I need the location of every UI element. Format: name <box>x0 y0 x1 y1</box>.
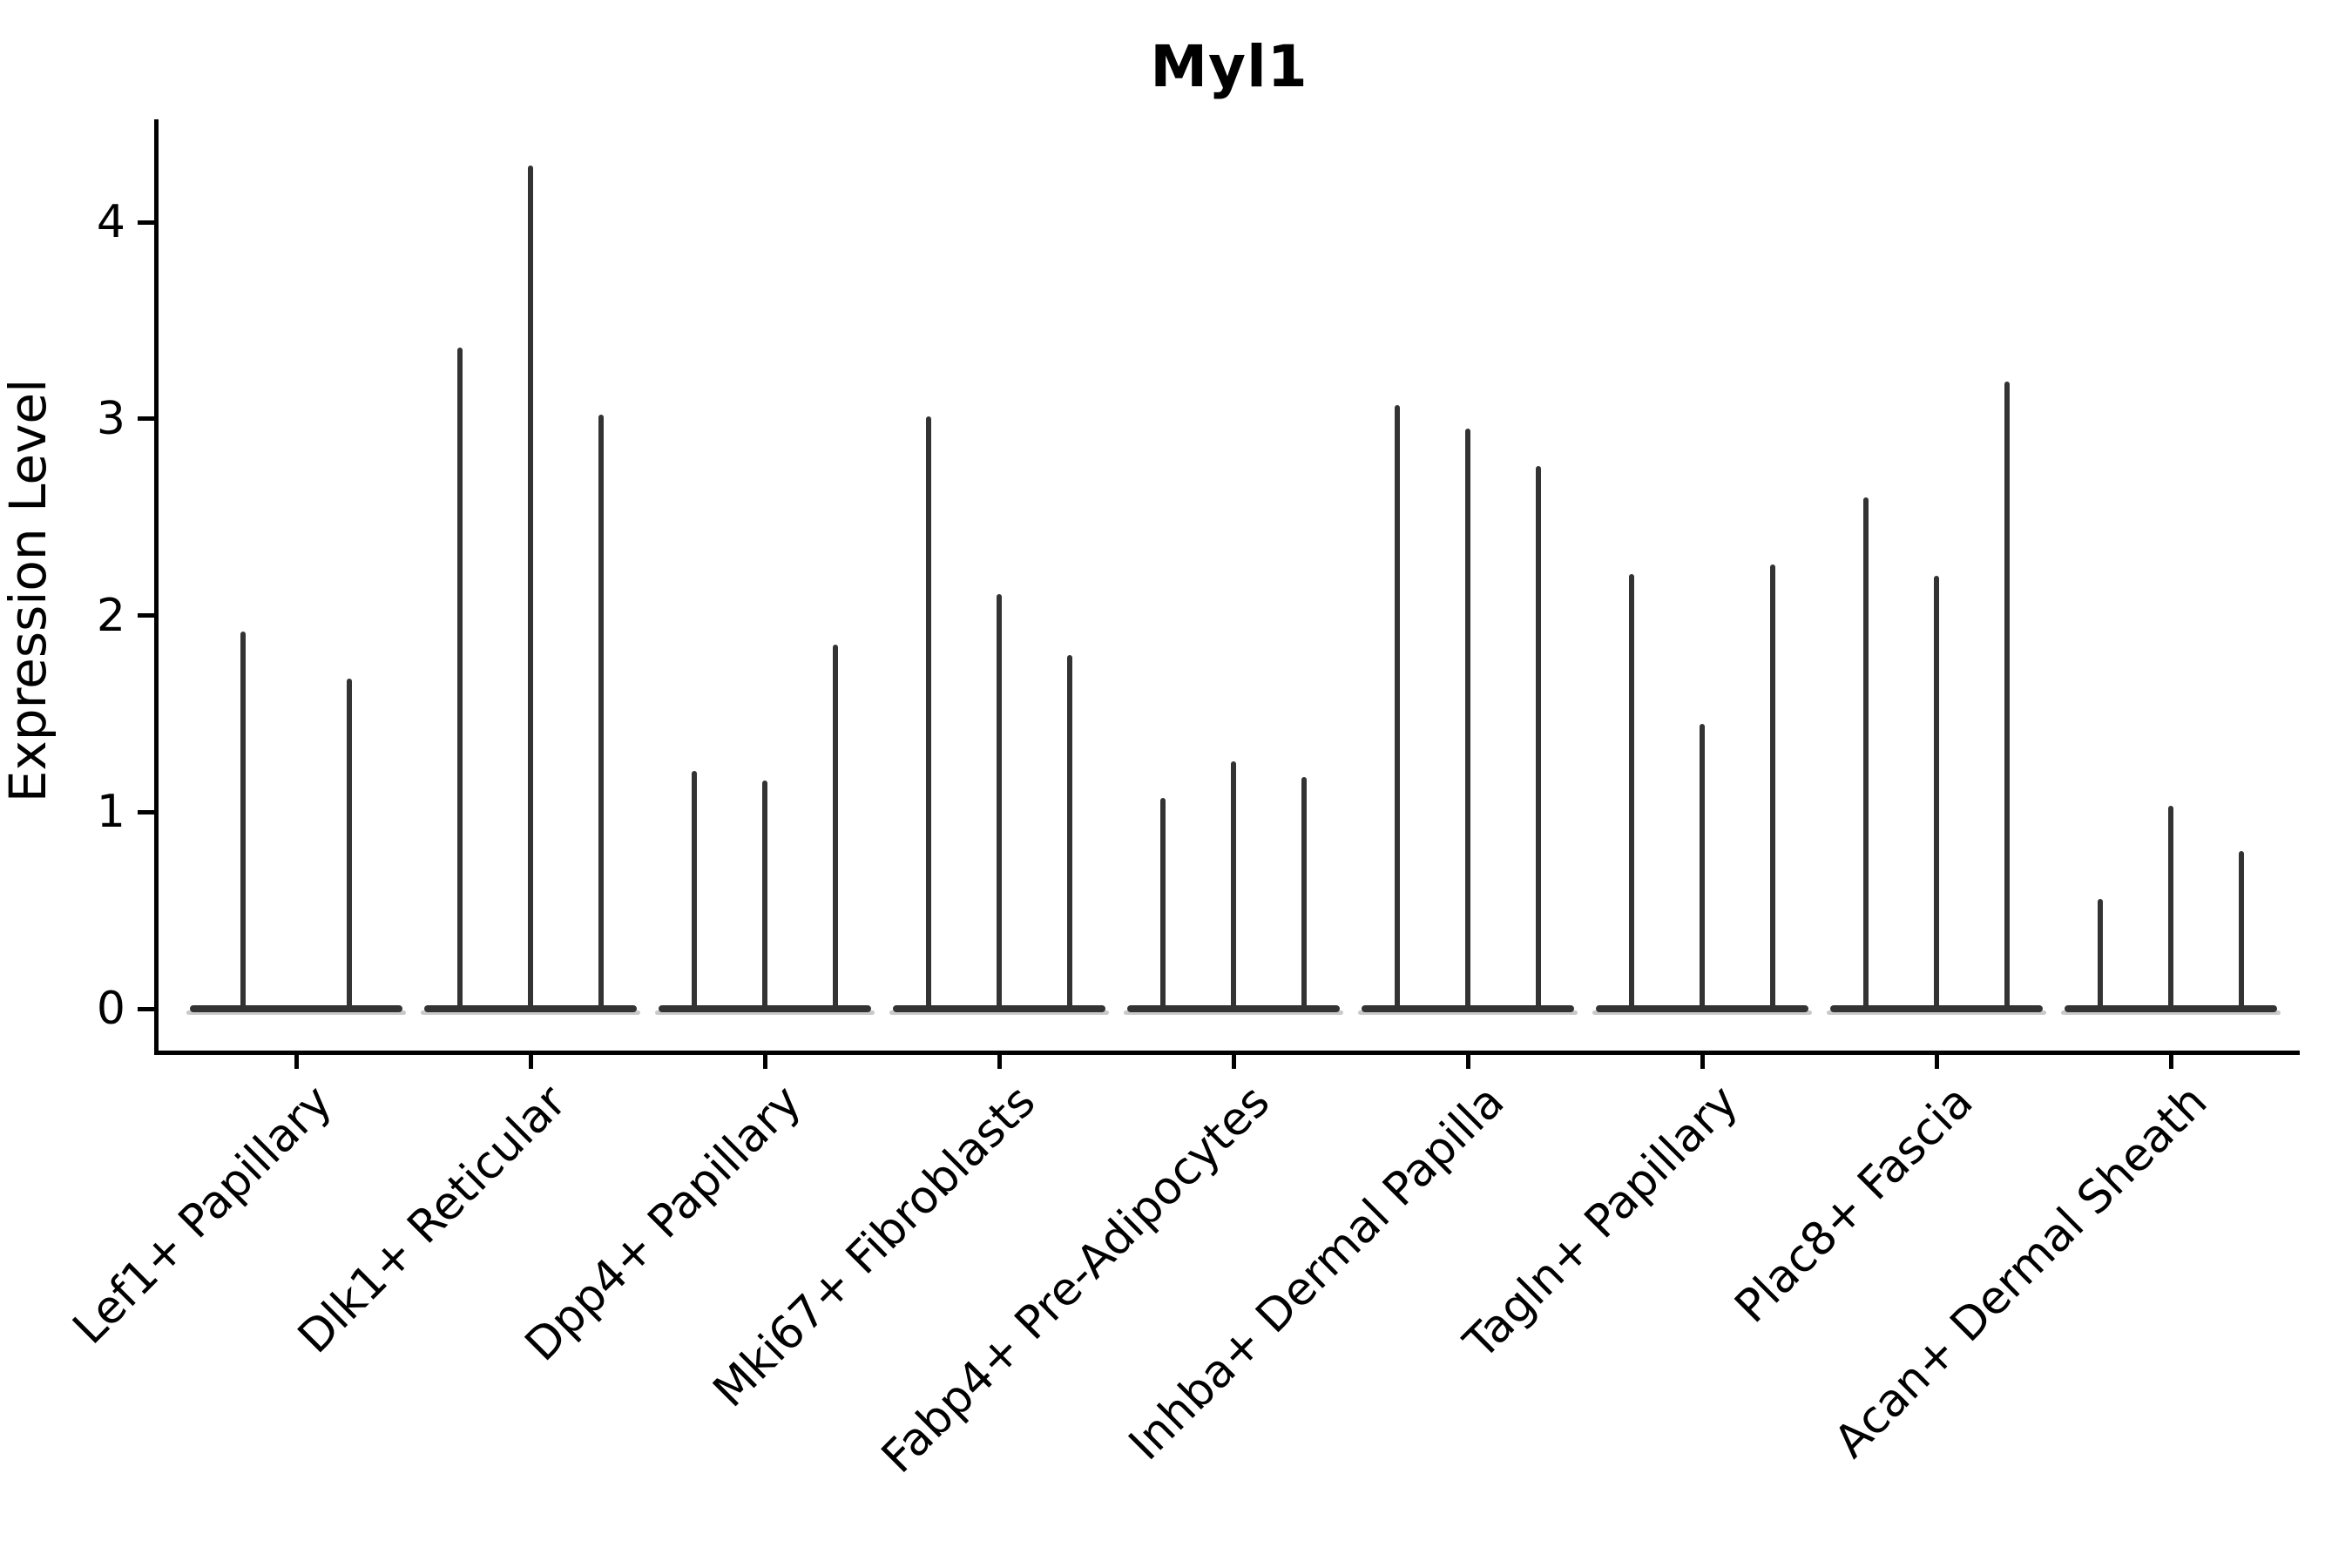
x-tick-mark <box>294 1052 299 1069</box>
violin-baseline <box>893 1005 1105 1012</box>
x-tick-mark <box>2168 1052 2173 1069</box>
violin-spike <box>1067 654 1073 1009</box>
x-tick-mark <box>762 1052 767 1069</box>
violin-baseline <box>1830 1005 2043 1012</box>
x-tick-mark <box>528 1052 533 1069</box>
chart-title: Myl1 <box>1150 33 1308 100</box>
y-tick-label: 2 <box>96 589 125 642</box>
x-tick-label: Plac8+ Fascia <box>1725 1075 1984 1334</box>
y-tick-label: 3 <box>96 392 125 445</box>
violin-spike <box>2168 806 2173 1009</box>
violin-baseline <box>1127 1005 1340 1012</box>
y-tick-mark <box>138 613 154 618</box>
violin-spike <box>2239 851 2245 1009</box>
violin-body-baseline <box>1827 1010 2046 1015</box>
y-tick-label: 4 <box>96 196 125 248</box>
violin-spike <box>2097 898 2103 1009</box>
violin-spike <box>1628 574 1634 1009</box>
violin-baseline <box>2065 1005 2277 1012</box>
violin-spike <box>691 770 697 1009</box>
y-tick-label: 1 <box>96 786 125 839</box>
x-tick-mark <box>997 1052 1002 1069</box>
violin-body-baseline <box>1358 1010 1578 1015</box>
violin-spike <box>925 416 931 1009</box>
x-axis-spine <box>153 1050 2300 1055</box>
violin-spike <box>1301 776 1308 1009</box>
y-tick-mark <box>138 220 154 225</box>
x-tick-mark <box>1231 1052 1236 1069</box>
y-axis-spine <box>153 119 159 1052</box>
violin-baseline <box>190 1005 402 1012</box>
violin-spike <box>1465 429 1470 1009</box>
violin-body-baseline <box>2061 1010 2281 1015</box>
violin-body-baseline <box>655 1010 875 1015</box>
violin-spike <box>1862 497 1869 1009</box>
violin-body-baseline <box>1592 1010 1812 1015</box>
violin-spike <box>1700 723 1705 1009</box>
violin-spike <box>1536 465 1542 1009</box>
y-tick-mark <box>138 1006 154 1011</box>
violin-spike <box>528 165 533 1009</box>
violin-spike <box>997 593 1002 1009</box>
violin-spike <box>240 631 246 1009</box>
violin-spike <box>762 781 767 1009</box>
y-tick-mark <box>138 416 154 422</box>
violin-baseline <box>424 1005 637 1012</box>
violin-spike <box>833 645 839 1009</box>
violin-spike <box>1394 404 1400 1009</box>
x-tick-mark <box>1934 1052 1939 1069</box>
violin-baseline <box>659 1005 871 1012</box>
violin-body-baseline <box>421 1010 640 1015</box>
violin-spike <box>456 348 463 1009</box>
violin-spike <box>2004 381 2011 1009</box>
violin-spike <box>1770 564 1776 1009</box>
violin-spike <box>598 415 605 1009</box>
x-tick-mark <box>1465 1052 1470 1069</box>
violin-baseline <box>1362 1005 1574 1012</box>
y-tick-label: 0 <box>96 983 125 1035</box>
violin-baseline <box>1596 1005 1808 1012</box>
violin-spike <box>1934 576 1939 1009</box>
violin-body-baseline <box>1124 1010 1343 1015</box>
x-tick-label: Acan+ Dermal Sheath <box>1824 1075 2218 1469</box>
violin-spike <box>1159 798 1166 1009</box>
y-tick-mark <box>138 809 154 814</box>
violin-spike <box>1231 760 1236 1009</box>
x-tick-label: Fabp4+ Pre-Adipocytes <box>871 1075 1281 1484</box>
violin-body-baseline <box>186 1010 406 1015</box>
x-tick-mark <box>1700 1052 1705 1069</box>
x-tick-label: Inhba+ Dermal Papilla <box>1119 1075 1515 1471</box>
violin-body-baseline <box>889 1010 1109 1015</box>
violin-spike <box>347 678 352 1009</box>
x-tick-label: Lef1+ Papillary <box>63 1075 343 1355</box>
